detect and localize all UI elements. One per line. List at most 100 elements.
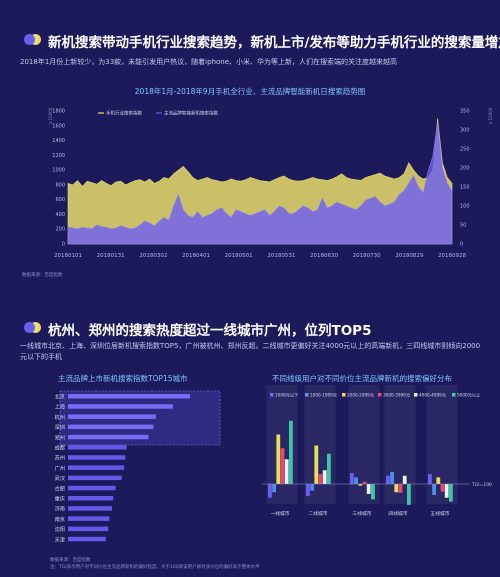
section-title-trend: 新机搜索带动手机行业搜索趋势，新机上市/发布等助力手机行业的搜索量增加 (48, 35, 500, 51)
tgi-category-label: 一线城市 (270, 510, 289, 517)
tgi-category-label: 四线城市 (388, 510, 407, 517)
left-tick-label: 1400 (52, 138, 65, 144)
city-label: 广州 (55, 464, 65, 472)
note-city: 注：TGI表示用户对不同价位主流品牌新机的偏好程度，大于100即该用户群对该价位… (50, 565, 260, 570)
x-tick-label: 20180401 (182, 253, 210, 259)
right-tick-label: 350 (460, 109, 470, 115)
x-tick-label: 20180630 (310, 253, 338, 259)
tgi-bar (390, 471, 394, 484)
tgi-bar (362, 481, 367, 484)
tgi-bar (268, 484, 272, 498)
x-tick-label: 20180531 (267, 253, 295, 259)
right-tick-label: 150 (460, 185, 470, 191)
tgi-bar (354, 477, 358, 484)
tgi-bar (310, 484, 314, 491)
city-label: 北京 (55, 393, 65, 401)
tgi-bar (322, 470, 327, 484)
right-axis-unit: x 10000 (488, 107, 493, 124)
tgi-legend-swatch (378, 393, 382, 397)
legend-label: 手机行业搜索指数 (106, 110, 142, 117)
source-city: 数据来源：百度指数 (50, 558, 91, 563)
tgi-legend-swatch (452, 393, 456, 397)
tgi-bar (371, 484, 375, 500)
tgi-bar (402, 475, 407, 484)
tgi-category-label: 三线城市 (352, 510, 371, 517)
tgi-bar (314, 445, 319, 484)
tgi-legend-label: 3000-3999元 (383, 392, 410, 398)
tgi-bar (407, 484, 411, 505)
tgi-category-label: 五线城市 (430, 510, 449, 517)
left-tick-label: 1600 (52, 123, 65, 129)
right-tick-label: 250 (460, 147, 470, 153)
left-tick-label: 0 (62, 242, 65, 248)
chart-title-top15: 主流品牌上市新机搜索指数TOP15城市 (58, 374, 188, 383)
tgi-bar (289, 420, 293, 484)
city-label: 合肥 (55, 484, 65, 492)
section-desc-trend: 2018年1月份上新较少，为33款，未能引发用户热议，随着iphone、小米、华… (20, 58, 398, 66)
section-title-city: 杭州、郑州的搜索热度超过一线城市广州，位列TOP5 (48, 323, 372, 339)
city-label: 南京 (55, 515, 65, 523)
series-area-brand (67, 122, 453, 245)
city-bar (68, 404, 173, 409)
tgi-chart: 1000元以下 1000-1999元 2000-2999元 3000-3999元 400… (262, 385, 492, 517)
tgi-bar (276, 434, 281, 484)
city-bar (68, 516, 110, 521)
tgi-legend-swatch (342, 393, 346, 397)
city-label: 济南 (55, 505, 65, 513)
tgi-bar (350, 473, 354, 484)
tgi-bar (432, 484, 436, 495)
tgi-bar (386, 475, 390, 484)
tgi-bar (272, 484, 276, 493)
left-tick-label: 200 (55, 227, 65, 233)
right-tick-label: 100 (460, 204, 470, 210)
bullet-dot-yellow-2 (30, 322, 41, 333)
legend-label: 主流品牌智能新机搜索指数 (164, 110, 218, 117)
x-tick-label: 20180829 (395, 253, 423, 259)
left-axis-unit: x 10000 (48, 107, 53, 124)
tgi-legend-swatch (305, 393, 309, 397)
bullet-dot-yellow (30, 34, 41, 45)
left-tick-label: 600 (55, 197, 65, 203)
tgi-legend-label: 1000-1999元 (310, 392, 337, 398)
city-bar (68, 536, 106, 542)
tgi-axis-label: TGI=100 (471, 482, 492, 488)
tgi-bar (284, 459, 289, 484)
city-bar (68, 465, 125, 470)
bullet-dot-purple-2 (24, 322, 35, 333)
tgi-group-bg (348, 385, 380, 504)
x-tick-label: 20180131 (97, 253, 125, 259)
tgi-legend-label: 2000-2999元 (347, 392, 374, 398)
tgi-bar (449, 484, 453, 502)
city-label: 武汉 (55, 474, 66, 482)
city-label: 天津 (55, 536, 65, 543)
city-bar (68, 455, 126, 460)
tgi-bar (444, 484, 449, 498)
city-bar (68, 414, 156, 419)
tgi-bar (358, 484, 363, 486)
x-tick-label: 20180928 (438, 253, 466, 259)
bullet-dot-purple (24, 34, 35, 45)
tgi-legend-label: 5000元以上 (457, 391, 480, 398)
x-tick-label: 20180730 (353, 253, 381, 259)
city-label: 郑州 (55, 433, 65, 441)
right-tick-label: 300 (460, 128, 470, 134)
section-desc-city: 一线城市北京、上海、深圳位居新机搜索指数TOP5，广州被杭州、郑州反超。二线城市… (20, 342, 481, 361)
tgi-bar (394, 484, 399, 493)
left-tick-label: 1000 (52, 168, 65, 174)
x-tick-label: 20180302 (139, 253, 167, 259)
city-bar (68, 506, 112, 511)
tgi-category-label: 二线城市 (308, 510, 327, 517)
city-bar (68, 485, 116, 491)
tgi-bar (366, 484, 371, 494)
left-tick-label: 1200 (52, 153, 65, 159)
tgi-bar (428, 474, 432, 484)
tgi-legend-label: 4000-4999元 (419, 392, 446, 398)
city-bar (68, 475, 122, 481)
x-tick-label: 20180101 (54, 253, 82, 259)
city-bar (68, 434, 149, 440)
city-bar (68, 424, 154, 430)
right-tick-label: 0 (460, 242, 463, 248)
city-label: 杭州 (55, 413, 65, 421)
